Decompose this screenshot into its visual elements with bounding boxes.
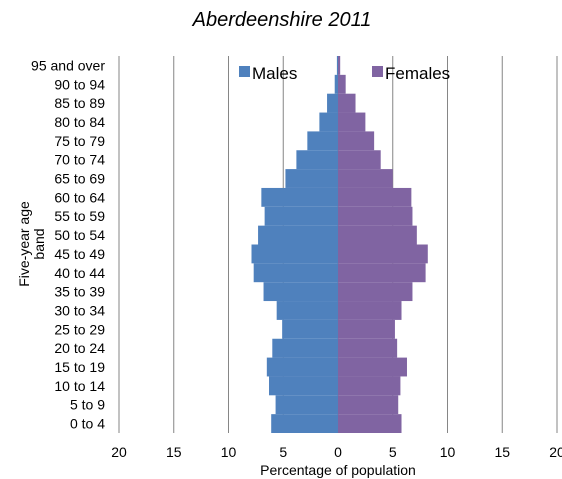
y-tick-label-10: 50 to 54 [54,227,105,243]
y-tick-label-3: 15 to 19 [54,359,105,375]
y-tick-label-14: 70 to 74 [54,152,105,168]
y-tick-label-13: 65 to 69 [54,171,105,187]
x-tick-label-1: 15 [166,444,182,460]
bar-females-4 [338,338,398,358]
y-tick-label-15: 75 to 79 [54,133,105,149]
bar-males-7 [263,282,338,302]
bar-females-7 [338,282,413,302]
y-tick-label-6: 30 to 34 [54,302,105,318]
y-tick-label-16: 80 to 84 [54,114,105,130]
y-tick-label-0: 0 to 4 [70,416,105,432]
y-tick-label-12: 60 to 64 [54,189,105,205]
bar-females-18 [338,74,346,94]
bar-females-1 [338,395,399,415]
bar-males-12 [261,187,338,207]
bar-females-11 [338,206,413,226]
y-tick-label-2: 10 to 14 [54,378,105,394]
y-tick-label-1: 5 to 9 [70,397,105,413]
bar-males-16 [319,112,338,132]
y-tick-label-17: 85 to 89 [54,95,105,111]
bar-females-0 [338,414,402,433]
y-axis-title: Five-year age band [16,201,47,287]
x-tick-label-7: 15 [494,444,510,460]
bar-females-9 [338,244,428,264]
bar-males-13 [285,169,338,188]
x-tick-label-4: 0 [334,444,342,460]
legend-label-males: Males [252,64,297,83]
x-tick-label-6: 10 [440,444,456,460]
x-tick-label-2: 10 [221,444,237,460]
bar-males-6 [276,301,338,320]
bar-females-15 [338,131,375,151]
bar-females-6 [338,301,402,320]
bar-females-10 [338,225,417,245]
bar-males-10 [258,225,338,245]
x-tick-label-3: 5 [279,444,287,460]
y-tick-label-5: 25 to 29 [54,321,105,337]
legend-swatch-males [239,66,250,77]
x-tick-label-8: 20 [549,444,562,460]
y-tick-label-4: 20 to 24 [54,340,105,356]
bar-females-8 [338,263,426,283]
legend-label-females: Females [385,64,450,83]
bar-females-19 [338,56,341,75]
x-tick-label-5: 5 [389,444,397,460]
y-axis-label-line-1: Five-year age [16,201,32,287]
bar-males-18 [334,74,338,94]
bar-males-9 [251,244,338,264]
y-tick-label-19: 95 and over [31,57,105,73]
bar-males-2 [269,376,338,396]
bar-females-16 [338,112,366,132]
bar-females-2 [338,376,401,396]
y-tick-label-11: 55 to 59 [54,208,105,224]
bar-males-0 [271,414,338,433]
bar-males-8 [253,263,338,283]
bar-males-17 [327,93,338,113]
chart-title: Aberdeenshire 2011 [192,9,372,31]
bar-females-5 [338,319,395,339]
bar-males-3 [266,357,338,377]
y-tick-labels: 0 to 4 5 to 9 10 to 14 15 to 19 20 to 24 25 t… [31,57,105,431]
bar-females-12 [338,187,412,207]
legend-swatch-females [372,66,383,77]
x-axis-label: Percentage of population [260,462,416,478]
y-axis-label-line-2: band [31,228,47,259]
legend: Males Females [239,64,450,83]
x-tick-labels: 20 15 10 5 0 5 10 15 20 [111,444,562,460]
bar-females-13 [338,169,393,188]
bar-males-5 [282,319,338,339]
bar-males-4 [272,338,338,358]
bar-females-14 [338,150,381,170]
y-tick-label-7: 35 to 39 [54,284,105,300]
bar-males-15 [307,131,338,151]
y-tick-label-8: 40 to 44 [54,265,105,281]
bar-females-3 [338,357,407,377]
y-tick-label-9: 45 to 49 [54,246,105,262]
bar-males-19 [336,56,338,75]
bar-females-17 [338,93,356,113]
bar-males-11 [264,206,338,226]
y-tick-label-18: 90 to 94 [54,76,105,92]
bar-males-1 [275,395,338,415]
x-tick-label-0: 20 [111,444,127,460]
bars [251,56,428,433]
bar-males-14 [296,150,338,170]
